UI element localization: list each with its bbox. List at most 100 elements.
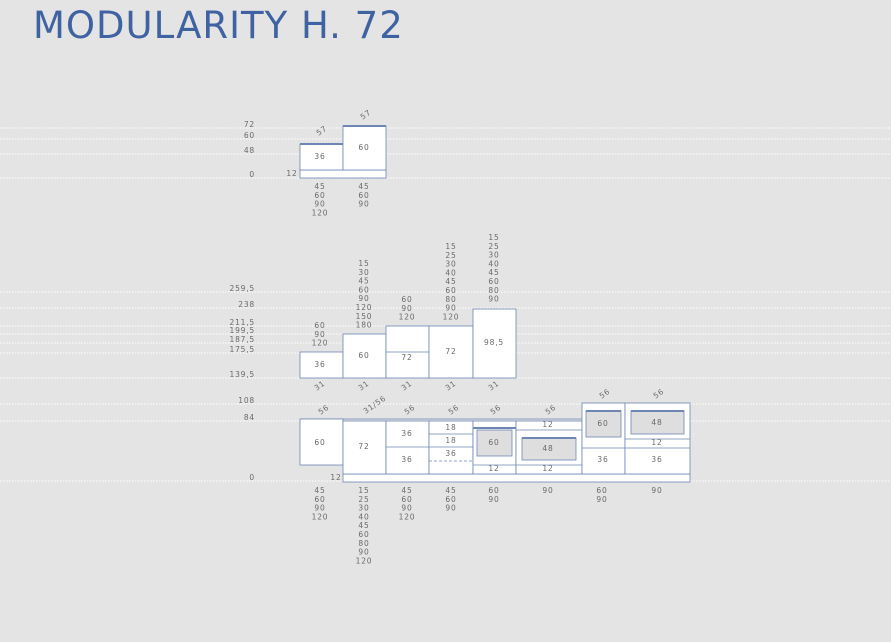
page-title: MODULARITY H. 72 <box>33 4 404 47</box>
level-label: 108 <box>238 396 255 405</box>
level-label: 84 <box>244 413 255 422</box>
size-option: 60 <box>314 321 325 330</box>
size-option: 40 <box>488 259 499 268</box>
box-label: 36 <box>401 429 412 438</box>
size-option: 15 <box>488 233 499 242</box>
level-label: 72 <box>244 120 255 129</box>
level-label: 199,5 <box>230 326 255 335</box>
size-option: 90 <box>314 504 325 513</box>
module-box <box>342 125 387 171</box>
size-option: 90 <box>314 200 325 209</box>
size-option: 45 <box>358 521 369 530</box>
top-label: 56 <box>652 387 666 401</box>
module-box <box>342 473 691 483</box>
size-option: 90 <box>445 304 456 313</box>
depth-label: 31 <box>313 379 327 393</box>
module-box <box>299 169 387 179</box>
top-label: 56 <box>317 403 331 417</box>
size-option: 15 <box>358 486 369 495</box>
module-box <box>342 420 387 475</box>
depth-label: 31 <box>444 379 458 393</box>
top-label: 56 <box>544 403 558 417</box>
size-option: 60 <box>358 191 369 200</box>
box-label: 98,5 <box>484 338 504 347</box>
size-option: 30 <box>488 251 499 260</box>
size-option: 90 <box>596 495 607 504</box>
size-option: 60 <box>358 530 369 539</box>
top-label: 56 <box>403 403 417 417</box>
size-option: 80 <box>358 539 369 548</box>
box-label: 60 <box>314 438 325 447</box>
depth-label: 31 <box>400 379 414 393</box>
size-option: 60 <box>314 495 325 504</box>
module-box <box>476 429 513 457</box>
size-option: 60 <box>445 286 456 295</box>
level-label: 187,5 <box>230 335 255 344</box>
size-option: 45 <box>358 182 369 191</box>
box-label: 48 <box>542 444 553 453</box>
base-label: 12 <box>330 473 341 482</box>
box-label: 72 <box>358 442 369 451</box>
size-option: 60 <box>314 191 325 200</box>
box-label: 12 <box>542 464 553 473</box>
size-option: 90 <box>651 486 662 495</box>
size-option: 45 <box>314 182 325 191</box>
size-option: 90 <box>358 200 369 209</box>
top-label: 56 <box>447 403 461 417</box>
size-option: 40 <box>358 512 369 521</box>
size-option: 60 <box>358 285 369 294</box>
size-option: 90 <box>358 548 369 557</box>
module-box <box>299 351 344 379</box>
size-option: 120 <box>399 512 416 521</box>
size-option: 60 <box>488 277 499 286</box>
size-option: 30 <box>358 504 369 513</box>
top-label: 57 <box>315 124 329 138</box>
size-option: 90 <box>445 504 456 513</box>
size-option: 120 <box>356 303 373 312</box>
size-option: 30 <box>445 260 456 269</box>
top-label: 57 <box>359 108 373 122</box>
size-option: 180 <box>356 321 373 330</box>
level-label: 60 <box>244 131 255 140</box>
size-option: 45 <box>488 268 499 277</box>
size-option: 45 <box>314 486 325 495</box>
level-label: 48 <box>244 146 255 155</box>
base-label: 12 <box>286 169 297 178</box>
box-label: 36 <box>597 455 608 464</box>
size-option: 90 <box>488 495 499 504</box>
box-label: 12 <box>488 464 499 473</box>
box-label: 72 <box>445 347 456 356</box>
size-option: 120 <box>443 312 460 321</box>
box-label: 36 <box>314 152 325 161</box>
size-option: 120 <box>312 512 329 521</box>
level-label: 0 <box>249 473 255 482</box>
size-option: 60 <box>401 295 412 304</box>
size-option: 120 <box>312 339 329 348</box>
box-label: 60 <box>358 143 369 152</box>
size-option: 15 <box>445 242 456 251</box>
size-option: 60 <box>445 495 456 504</box>
box-label: 18 <box>445 423 456 432</box>
level-label: 238 <box>238 300 255 309</box>
box-label: 60 <box>358 351 369 360</box>
size-option: 150 <box>356 312 373 321</box>
level-label: 211,5 <box>230 318 255 327</box>
size-option: 45 <box>445 277 456 286</box>
module-box <box>342 333 387 379</box>
box-label: 60 <box>597 419 608 428</box>
module-box <box>428 325 474 379</box>
box-label: 12 <box>651 438 662 447</box>
box-label: 60 <box>488 438 499 447</box>
module-box <box>472 308 517 379</box>
size-option: 80 <box>488 286 499 295</box>
depth-label: 31 <box>487 379 501 393</box>
size-option: 90 <box>401 504 412 513</box>
box-label: 36 <box>651 455 662 464</box>
size-option: 60 <box>596 486 607 495</box>
box-label: 48 <box>651 418 662 427</box>
level-label: 175,5 <box>230 345 255 354</box>
size-option: 90 <box>401 304 412 313</box>
size-option: 120 <box>399 313 416 322</box>
